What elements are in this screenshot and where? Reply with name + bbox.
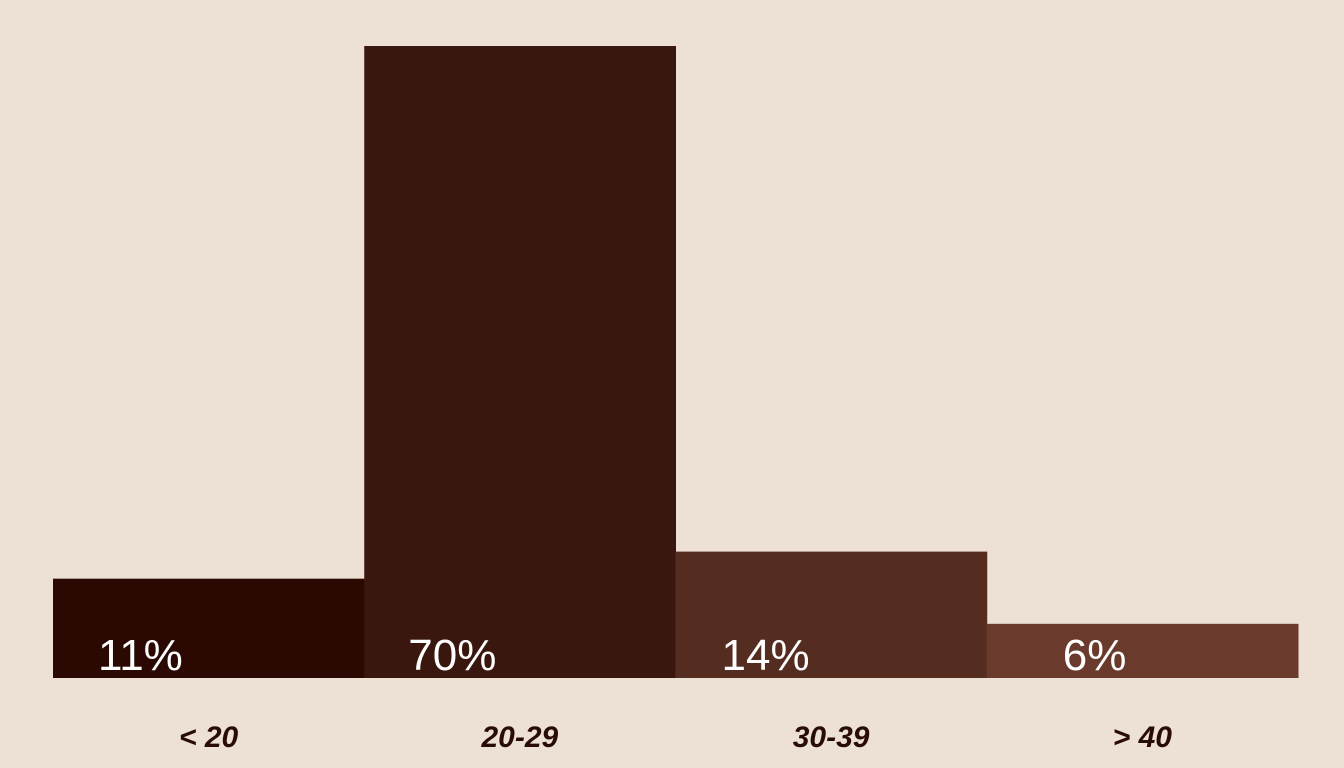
bar-1 <box>364 46 676 678</box>
bar-2 <box>675 551 988 678</box>
value-label-0: 11% <box>98 631 183 680</box>
category-labels-group: < 20 20-29 30-39 > 40 <box>179 721 1172 754</box>
category-label-0: < 20 <box>179 721 239 754</box>
value-labels-group: 11% 70% 14% 6% <box>98 631 1126 680</box>
bar-0 <box>53 578 365 678</box>
category-label-1: 20-29 <box>481 721 559 754</box>
bar-3 <box>986 623 1299 678</box>
bars-group <box>53 46 1299 678</box>
value-label-1: 70% <box>408 631 496 680</box>
value-label-3: 6% <box>1063 631 1127 680</box>
category-label-2: 30-39 <box>793 721 870 754</box>
value-label-2: 14% <box>722 631 810 680</box>
category-label-3: > 40 <box>1113 721 1173 754</box>
